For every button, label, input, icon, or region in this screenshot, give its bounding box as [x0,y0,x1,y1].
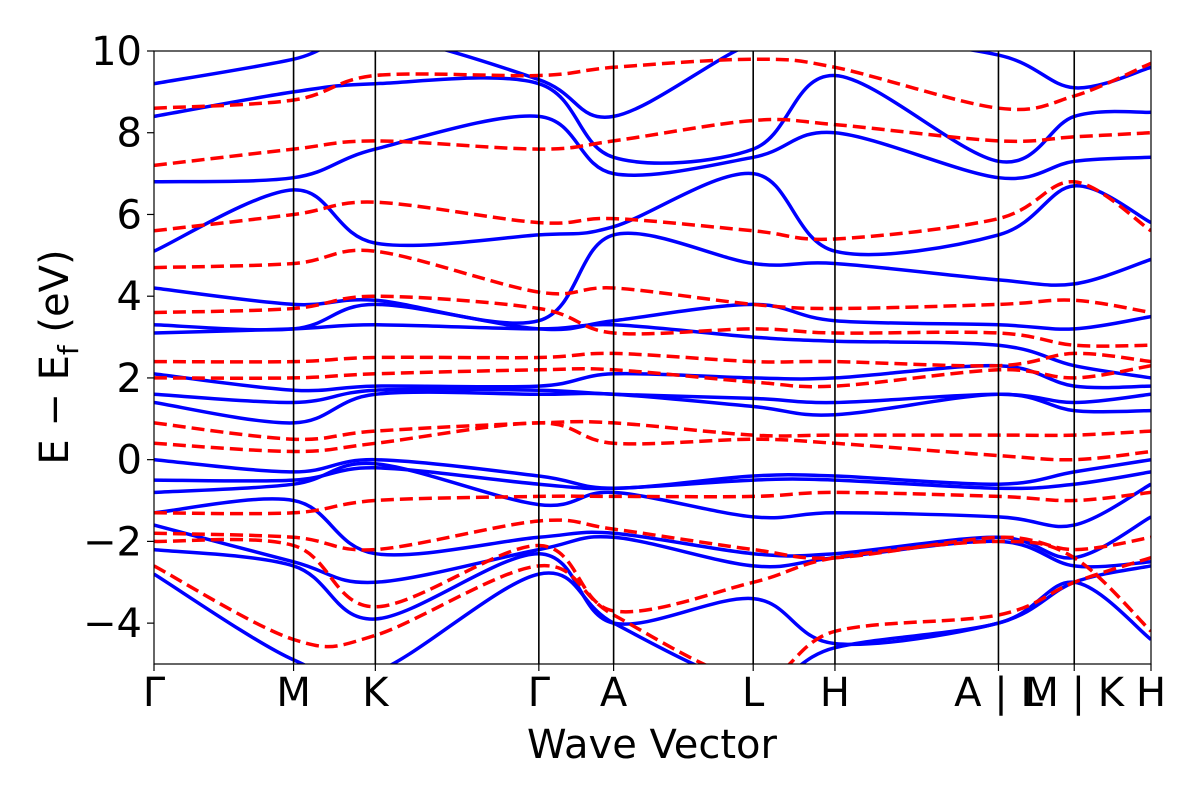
dashed-band-line [154,490,1151,516]
solid-bands-series [154,51,1151,664]
solid-band-line [154,564,1151,664]
dashed-band-line [154,421,1151,462]
y-axis-ticks: −4 −2 0 2 4 6 8 10 [83,29,154,647]
dashed-band-line [154,518,1151,560]
solid-band-line [154,461,1151,529]
solid-band-line [154,363,1151,393]
x-tick-label: M [276,670,311,716]
y-tick-label: −2 [83,519,142,565]
x-tick-label: H [1136,670,1166,716]
x-tick-label: M | K [1024,670,1125,716]
solid-band-line [154,114,1151,184]
dashed-band-line [154,294,1151,348]
y-tick-label: 0 [117,438,142,484]
x-tick-label: K [362,670,390,716]
dashed-band-line [154,180,1151,242]
y-tick-label: −4 [83,601,142,647]
solid-band-line [154,497,1151,560]
solid-band-line [154,547,1151,647]
solid-band-line [154,457,1151,491]
solid-band-line [154,171,1151,257]
dashed-bands-series [154,57,1151,664]
solid-band-line [154,523,1151,585]
y-tick-label: 8 [117,111,142,157]
bands-layer [154,51,1151,664]
x-axis-label: Wave Vector [527,722,778,768]
solid-band-line [154,231,1151,325]
y-tick-label: 2 [117,356,142,402]
dashed-band-line [154,419,1151,442]
y-axis-label: E − Ef (eV) [32,249,85,464]
y-axis-label-sub: f [52,344,85,355]
y-tick-label: 6 [117,192,142,238]
x-tick-label: L [742,670,765,716]
dashed-band-line [154,248,1151,315]
solid-band-line [154,302,1151,332]
x-tick-label: A [600,670,628,716]
solid-band-line [154,322,1151,380]
x-tick-label: Γ [143,670,166,716]
solid-band-line [154,73,1151,165]
dashed-band-line [154,57,1151,112]
x-tick-label: A | L [954,670,1043,716]
dashed-band-line [154,537,1151,633]
y-tick-label: 10 [91,29,142,75]
y-axis-label-main: E − E [32,355,78,465]
plot-frame [153,50,1152,665]
dashed-band-line [154,117,1151,168]
dashed-band-line [154,363,1151,389]
y-tick-label: 4 [117,274,142,320]
solid-band-line [154,387,1151,405]
x-tick-label: H [820,670,850,716]
high-symmetry-lines [292,51,1076,664]
solid-band-line [154,51,1151,119]
x-tick-label: Γ [528,670,551,716]
dashed-band-line [154,556,1151,664]
dashed-band-line [154,351,1151,368]
y-axis-label-unit: (eV) [32,249,78,345]
